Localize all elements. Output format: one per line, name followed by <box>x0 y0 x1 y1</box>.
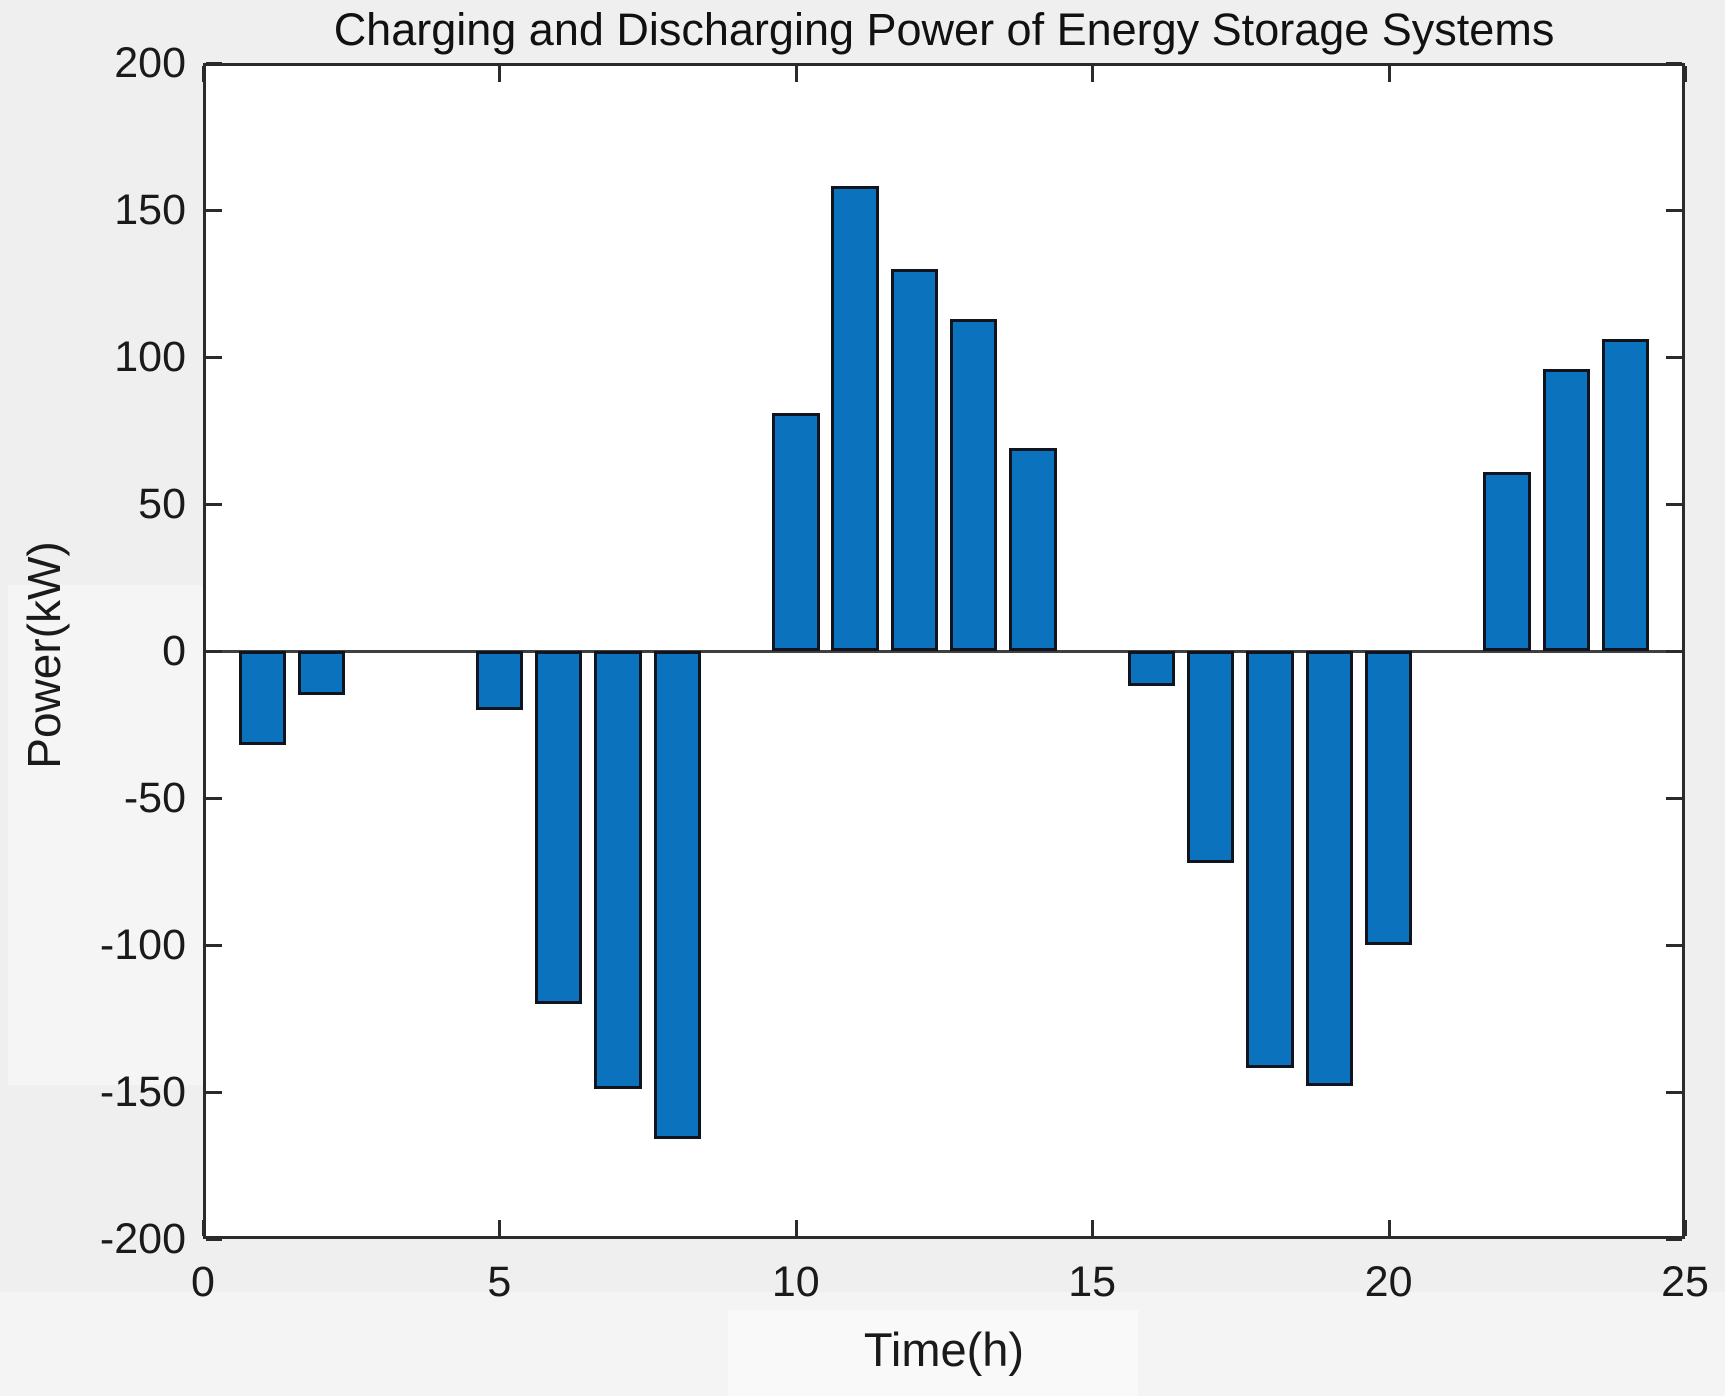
bar-hour-19 <box>1305 651 1354 1087</box>
y-tick-right <box>1666 209 1682 212</box>
x-tick-label-5: 5 <box>487 1258 512 1306</box>
x-tick-top <box>1387 66 1391 82</box>
y-tick-left <box>206 650 222 653</box>
x-tick-label-25: 25 <box>1661 1258 1709 1306</box>
y-tick-left <box>206 944 222 947</box>
y-tick-label-150: 150 <box>114 186 186 234</box>
bar-hour-16 <box>1127 651 1176 687</box>
bar-hour-18 <box>1246 651 1294 1069</box>
y-tick-label--100: -100 <box>99 921 186 969</box>
y-tick-left <box>206 62 222 65</box>
y-tick-right <box>1666 797 1682 800</box>
bar-hour-12 <box>890 268 939 651</box>
y-tick-right <box>1666 650 1682 653</box>
y-tick-right <box>1666 1238 1682 1241</box>
bar-hour-5 <box>475 651 524 710</box>
y-tick-label--50: -50 <box>123 774 186 822</box>
x-tick-label-15: 15 <box>1068 1258 1117 1306</box>
x-tick-top <box>498 66 502 82</box>
y-tick-left <box>206 356 222 359</box>
x-tick-top <box>1091 66 1095 82</box>
y-tick-right <box>1666 356 1682 359</box>
bar-hour-7 <box>594 651 642 1090</box>
y-tick-left <box>206 1091 222 1094</box>
bar-hour-11 <box>831 186 879 651</box>
y-tick-right <box>1666 944 1682 947</box>
bar-hour-2 <box>297 651 346 696</box>
bar-hour-22 <box>1483 471 1531 651</box>
y-tick-label-200: 200 <box>114 39 186 87</box>
x-axis-label: Time(h) <box>863 1323 1025 1376</box>
y-tick-label-100: 100 <box>114 333 186 381</box>
bar-hour-6 <box>534 651 583 1004</box>
x-tick-bottom <box>1091 1220 1095 1236</box>
y-tick-label--150: -150 <box>99 1068 186 1116</box>
x-tick-label-10: 10 <box>771 1258 820 1306</box>
bar-hour-23 <box>1542 368 1591 651</box>
bar-hour-13 <box>949 318 998 651</box>
x-tick-bottom <box>1387 1220 1391 1236</box>
zero-baseline <box>206 650 1682 653</box>
y-tick-label-50: 50 <box>138 480 186 528</box>
bar-hour-20 <box>1364 651 1413 945</box>
bar-hour-14 <box>1009 448 1057 651</box>
x-tick-top <box>794 66 798 82</box>
bar-hour-10 <box>772 412 820 651</box>
y-tick-left <box>206 797 222 800</box>
y-tick-right <box>1666 62 1682 65</box>
bar-hour-1 <box>238 651 286 746</box>
x-tick-bottom <box>794 1220 798 1236</box>
bar-hour-8 <box>653 651 701 1140</box>
y-tick-left <box>206 503 222 506</box>
x-tick-bottom <box>202 1220 205 1236</box>
y-tick-label-0: 0 <box>162 627 186 675</box>
bar-hour-17 <box>1187 651 1235 863</box>
y-tick-right <box>1666 1091 1682 1094</box>
x-tick-top <box>1684 66 1687 82</box>
y-tick-left <box>206 1238 222 1241</box>
x-tick-top <box>202 66 205 82</box>
x-tick-label-20: 20 <box>1364 1258 1413 1306</box>
y-tick-right <box>1666 503 1682 506</box>
y-tick-label--200: -200 <box>99 1215 186 1263</box>
y-tick-left <box>206 209 222 212</box>
x-tick-bottom <box>498 1220 502 1236</box>
x-tick-label-0: 0 <box>191 1258 215 1306</box>
chart-title: Charging and Discharging Power of Energy… <box>333 4 1555 55</box>
bar-hour-24 <box>1602 339 1650 651</box>
plot-area <box>202 62 1687 1241</box>
x-tick-bottom <box>1684 1220 1687 1236</box>
